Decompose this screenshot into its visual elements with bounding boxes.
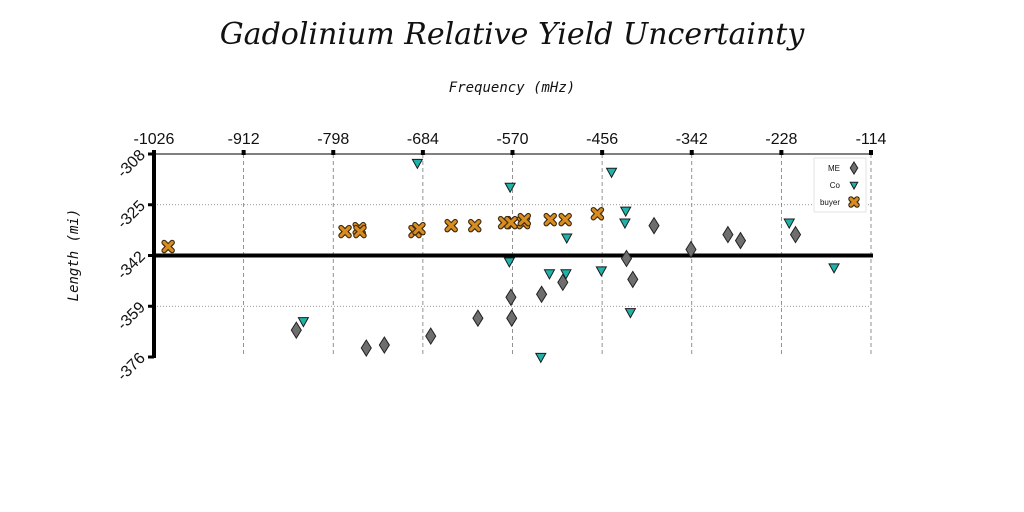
data-point-me bbox=[360, 339, 372, 357]
y-tick-label: -308 bbox=[114, 147, 149, 182]
x-tick-label: -114 bbox=[856, 131, 887, 148]
y-tick-mark bbox=[148, 254, 154, 257]
x-tick-mark bbox=[689, 150, 694, 155]
y-tick-mark bbox=[148, 304, 154, 308]
x-tick-label: -456 bbox=[586, 131, 618, 148]
y-tick-mark bbox=[148, 152, 154, 156]
x-tick-mark bbox=[331, 150, 336, 155]
data-point-buyer bbox=[468, 218, 482, 233]
data-point-me bbox=[290, 321, 302, 340]
plot-area: -1026 -912 -798 -684 -570 -456 -342 -228 -114 -30… bbox=[114, 131, 886, 384]
data-point-buyer bbox=[338, 224, 352, 239]
x-tick-label: -228 bbox=[765, 131, 797, 148]
x-tick-label: -684 bbox=[407, 131, 439, 148]
data-point-co bbox=[534, 352, 547, 364]
data-point-me bbox=[620, 249, 633, 268]
data-point-co bbox=[783, 218, 796, 230]
y-tick-mark bbox=[148, 203, 154, 207]
data-point-buyer bbox=[504, 215, 518, 230]
x-tick-label: -342 bbox=[676, 131, 708, 148]
data-point-co bbox=[828, 263, 840, 274]
data-point-me bbox=[506, 309, 518, 328]
x-tick-mark bbox=[420, 150, 425, 155]
x-axis-label: Frequency (mHz) bbox=[449, 80, 575, 96]
y-tick-label: -342 bbox=[114, 248, 149, 283]
legend-label: ME bbox=[828, 164, 840, 173]
data-point-buyer bbox=[444, 218, 458, 233]
data-point-buyer bbox=[412, 221, 426, 236]
data-point-buyer bbox=[161, 239, 175, 254]
data-point-me bbox=[378, 336, 390, 355]
data-point-buyer bbox=[543, 212, 557, 227]
data-point-buyer bbox=[517, 212, 532, 227]
data-point-me bbox=[472, 309, 484, 328]
data-point-buyer bbox=[353, 224, 367, 239]
data-point-me bbox=[648, 216, 660, 235]
legend-label: Co bbox=[830, 181, 841, 190]
data-point-co bbox=[619, 218, 631, 230]
data-point-co bbox=[624, 308, 637, 319]
legend-marker-buyer bbox=[848, 196, 860, 208]
data-point-me bbox=[685, 240, 697, 259]
x-tick-mark bbox=[600, 150, 605, 155]
data-point-me bbox=[535, 285, 548, 304]
chart-title: Gadolinium Relative Yield Uncertainty bbox=[220, 17, 806, 52]
data-point-me bbox=[505, 288, 517, 307]
x-tick-label: -912 bbox=[228, 131, 260, 148]
data-point-co bbox=[605, 167, 618, 179]
y-tick-label: -325 bbox=[114, 197, 149, 232]
x-tick-label: -798 bbox=[317, 131, 349, 148]
data-point-me bbox=[722, 225, 734, 244]
legend-marker-me bbox=[849, 161, 859, 175]
data-point-co bbox=[560, 233, 573, 245]
data-point-co bbox=[504, 182, 516, 194]
data-point-buyer bbox=[590, 206, 605, 221]
x-tick-label: -570 bbox=[496, 131, 528, 148]
data-point-co bbox=[543, 269, 556, 280]
data-point-co bbox=[619, 206, 632, 218]
y-axis-label: Length (mi) bbox=[66, 209, 82, 302]
data-point-me bbox=[789, 225, 802, 244]
data-point-me bbox=[734, 231, 747, 250]
y-tick-label: -376 bbox=[114, 350, 149, 385]
x-tick-mark bbox=[869, 150, 873, 155]
legend-label: buyer bbox=[820, 198, 840, 207]
data-point-co bbox=[411, 158, 424, 170]
x-tick-label: -1026 bbox=[134, 131, 175, 148]
x-tick-mark bbox=[241, 150, 246, 155]
x-tick-mark bbox=[510, 150, 515, 155]
data-point-co bbox=[560, 269, 572, 280]
data-point-me bbox=[627, 270, 639, 289]
legend-marker-co bbox=[849, 181, 859, 191]
x-tick-mark bbox=[779, 150, 784, 155]
y-tick-label: -359 bbox=[114, 299, 149, 334]
data-point-me bbox=[425, 327, 437, 346]
data-point-co bbox=[595, 266, 608, 277]
data-point-co bbox=[297, 317, 310, 328]
y-tick-mark bbox=[148, 355, 154, 359]
data-point-buyer bbox=[558, 212, 572, 227]
data-point-co bbox=[503, 257, 516, 268]
